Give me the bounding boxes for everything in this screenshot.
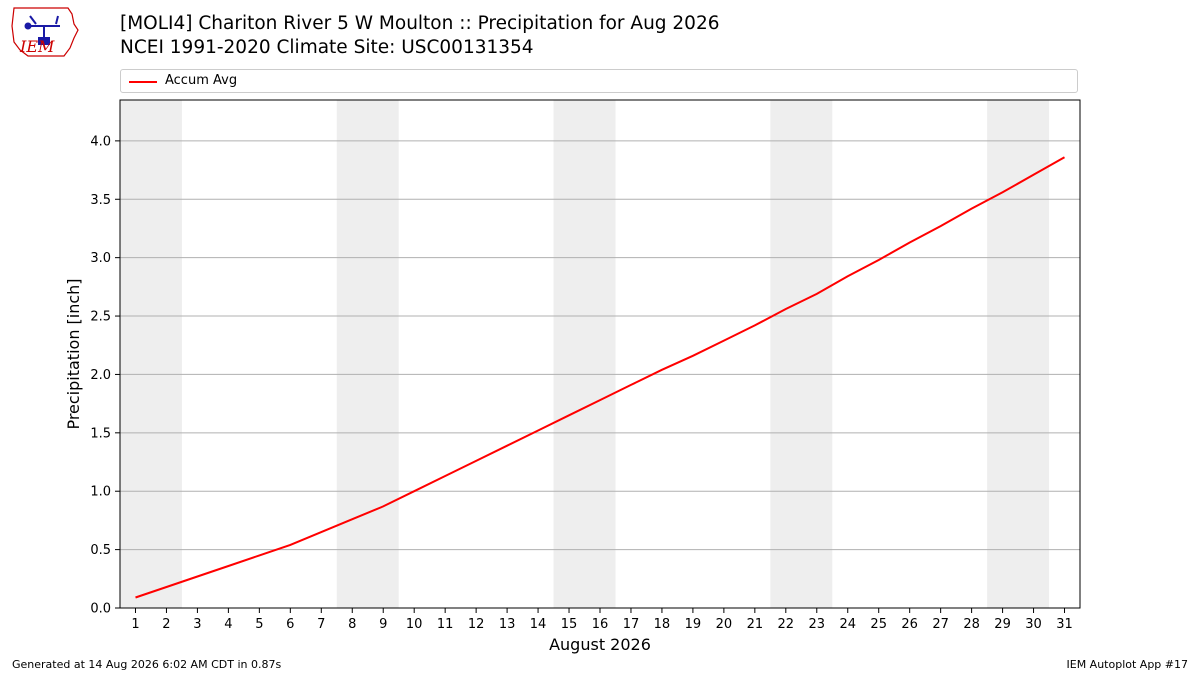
y-tick-label: 0.0 [90, 602, 111, 617]
x-tick-label: 12 [468, 617, 485, 632]
chart-title: [MOLI4] Chariton River 5 W Moulton :: Pr… [120, 12, 720, 60]
y-tick-label: 0.5 [90, 543, 111, 558]
x-tick-label: 29 [994, 617, 1011, 632]
app-credit: IEM Autoplot App #17 [1066, 658, 1189, 671]
x-tick-label: 22 [778, 617, 795, 632]
series-line-accum-avg [135, 156, 1065, 599]
x-tick-label: 6 [286, 617, 294, 632]
x-tick-label: 10 [406, 617, 423, 632]
title-line-2: NCEI 1991-2020 Climate Site: USC00131354 [120, 37, 534, 58]
x-tick-label: 3 [193, 617, 201, 632]
x-tick-label: 25 [870, 617, 887, 632]
weekend-band [770, 100, 833, 608]
weekend-band [553, 100, 616, 608]
y-tick-label: 3.5 [90, 193, 111, 208]
y-tick-label: 1.0 [90, 485, 111, 500]
legend-swatch [129, 81, 157, 83]
x-tick-label: 11 [437, 617, 454, 632]
x-tick-label: 1 [131, 617, 139, 632]
x-tick-label: 16 [592, 617, 609, 632]
x-tick-label: 30 [1025, 617, 1042, 632]
y-tick-label: 4.0 [90, 134, 111, 149]
weekend-band [120, 100, 182, 608]
legend: Accum Avg [120, 69, 1078, 93]
x-tick-label: 31 [1056, 617, 1073, 632]
y-tick-label: 3.0 [90, 251, 111, 266]
x-tick-label: 27 [932, 617, 949, 632]
generated-note: Generated at 14 Aug 2026 6:02 AM CDT in … [12, 658, 282, 671]
x-tick-label: 4 [224, 617, 232, 632]
x-tick-label: 21 [747, 617, 764, 632]
x-tick-label: 8 [348, 617, 356, 632]
y-tick-label: 2.5 [90, 310, 111, 325]
x-tick-label: 20 [716, 617, 733, 632]
x-tick-label: 5 [255, 617, 263, 632]
x-tick-label: 9 [379, 617, 387, 632]
x-tick-label: 18 [654, 617, 671, 632]
x-tick-label: 28 [963, 617, 980, 632]
x-tick-label: 19 [685, 617, 702, 632]
iem-logo: IEM [11, 7, 79, 57]
x-tick-label: 17 [623, 617, 640, 632]
x-axis-label: August 2026 [549, 635, 651, 654]
title-line-1: [MOLI4] Chariton River 5 W Moulton :: Pr… [120, 13, 720, 34]
logo-text: IEM [19, 37, 55, 56]
x-tick-label: 13 [499, 617, 516, 632]
x-tick-label: 14 [530, 617, 547, 632]
y-tick-label: 2.0 [90, 368, 111, 383]
y-tick-label: 1.5 [90, 426, 111, 441]
weekend-band [336, 100, 399, 608]
x-tick-label: 23 [809, 617, 826, 632]
x-tick-label: 2 [162, 617, 170, 632]
legend-label: Accum Avg [165, 73, 238, 88]
plot-frame [119, 99, 1081, 609]
weekend-band [987, 100, 1050, 608]
y-axis-label: Precipitation [inch] [64, 278, 83, 429]
x-tick-label: 15 [561, 617, 578, 632]
x-tick-label: 26 [901, 617, 918, 632]
x-tick-label: 24 [839, 617, 856, 632]
x-tick-label: 7 [317, 617, 325, 632]
